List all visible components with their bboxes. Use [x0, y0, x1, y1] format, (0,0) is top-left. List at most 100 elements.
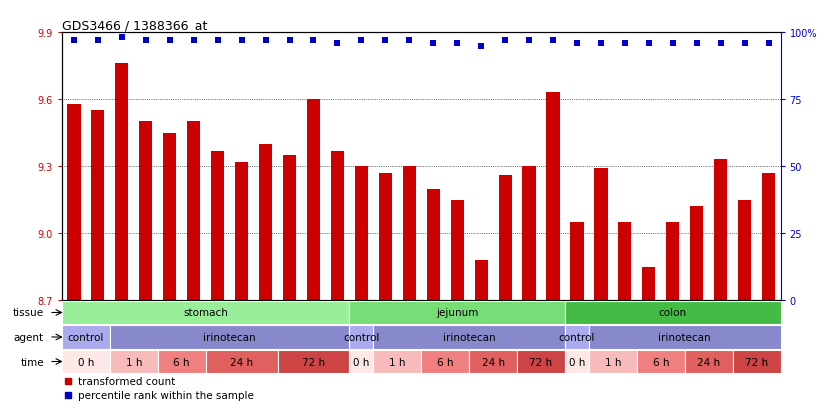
Text: 72 h: 72 h	[302, 357, 325, 367]
Bar	[499, 176, 511, 301]
Bar	[259, 145, 272, 301]
Bar	[517, 350, 565, 373]
Point	[378, 38, 392, 44]
Point	[547, 38, 560, 44]
Text: GDS3466 / 1388366_at: GDS3466 / 1388366_at	[62, 19, 207, 32]
Text: transformed count: transformed count	[78, 376, 175, 386]
Bar	[373, 325, 565, 349]
Point	[259, 38, 272, 44]
Text: jejunum: jejunum	[436, 308, 478, 318]
Point	[67, 38, 81, 44]
Bar	[571, 223, 583, 301]
Text: 6 h: 6 h	[173, 357, 190, 367]
Text: 0 h: 0 h	[354, 357, 369, 367]
Point	[498, 38, 511, 44]
Bar	[116, 64, 128, 301]
Bar	[619, 223, 631, 301]
Point	[643, 40, 656, 47]
Text: control: control	[343, 332, 380, 342]
Point	[666, 40, 679, 47]
Bar	[373, 350, 421, 373]
Text: agent: agent	[14, 332, 44, 342]
Bar	[667, 223, 679, 301]
Text: irinotecan: irinotecan	[203, 332, 256, 342]
Point	[738, 40, 752, 47]
Point	[307, 38, 320, 44]
Bar	[331, 151, 344, 301]
Point	[762, 40, 775, 47]
Bar	[547, 93, 559, 301]
Bar	[379, 173, 392, 301]
Bar	[565, 301, 781, 325]
Bar	[188, 122, 200, 301]
Text: 72 h: 72 h	[745, 357, 768, 367]
Point	[691, 40, 704, 47]
Bar	[451, 200, 463, 301]
Text: 0 h: 0 h	[78, 357, 94, 367]
Text: irinotecan: irinotecan	[443, 332, 496, 342]
Bar	[691, 207, 703, 301]
Bar	[110, 350, 158, 373]
Point	[139, 38, 152, 44]
Point	[187, 38, 200, 44]
Text: control: control	[558, 332, 596, 342]
Bar	[403, 167, 415, 301]
Point	[450, 40, 463, 47]
Bar	[523, 167, 535, 301]
Bar	[762, 173, 775, 301]
Bar	[565, 325, 589, 349]
Text: time: time	[21, 357, 44, 367]
Point	[164, 38, 177, 44]
Bar	[110, 325, 349, 349]
Bar	[235, 162, 248, 301]
Bar	[140, 122, 152, 301]
Bar	[62, 301, 349, 325]
Text: 24 h: 24 h	[482, 357, 505, 367]
Bar	[62, 350, 110, 373]
Point	[235, 38, 248, 44]
Text: 24 h: 24 h	[697, 357, 720, 367]
Text: 0 h: 0 h	[569, 357, 585, 367]
Text: irinotecan: irinotecan	[658, 332, 711, 342]
Text: 1 h: 1 h	[126, 357, 142, 367]
Bar	[565, 350, 589, 373]
Point	[91, 38, 104, 44]
Text: control: control	[68, 332, 104, 342]
Point	[570, 40, 583, 47]
Bar	[589, 325, 781, 349]
Bar	[427, 189, 439, 301]
Text: 72 h: 72 h	[529, 357, 553, 367]
Bar	[685, 350, 733, 373]
Point	[282, 38, 296, 44]
Text: stomach: stomach	[183, 308, 228, 318]
Bar	[278, 350, 349, 373]
Point	[714, 40, 727, 47]
Point	[211, 38, 225, 44]
Bar	[62, 325, 110, 349]
Point	[330, 40, 344, 47]
Bar	[637, 350, 685, 373]
Bar	[475, 260, 487, 301]
Point	[474, 43, 487, 50]
Bar	[92, 111, 104, 301]
Point	[355, 38, 368, 44]
Bar	[421, 350, 469, 373]
Bar	[355, 167, 368, 301]
Text: 1 h: 1 h	[389, 357, 406, 367]
Bar	[283, 156, 296, 301]
Point	[522, 38, 535, 44]
Point	[595, 40, 608, 47]
Bar	[349, 350, 373, 373]
Bar	[469, 350, 517, 373]
Bar	[307, 100, 320, 301]
Bar	[589, 350, 637, 373]
Bar	[349, 325, 373, 349]
Text: 6 h: 6 h	[437, 357, 453, 367]
Bar	[714, 160, 727, 301]
Text: 24 h: 24 h	[230, 357, 253, 367]
Bar	[211, 151, 224, 301]
Text: percentile rank within the sample: percentile rank within the sample	[78, 390, 254, 400]
Text: 6 h: 6 h	[653, 357, 669, 367]
Bar	[595, 169, 607, 301]
Bar	[733, 350, 781, 373]
